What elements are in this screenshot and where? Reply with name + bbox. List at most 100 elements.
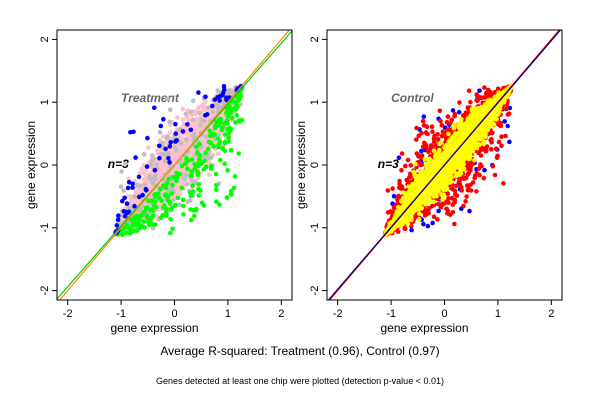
data-point: [479, 147, 484, 152]
data-point: [446, 114, 451, 119]
data-point: [426, 224, 431, 229]
data-point: [189, 218, 194, 223]
data-point: [154, 162, 159, 167]
data-point: [181, 198, 186, 203]
data-point: [473, 174, 478, 179]
y-tick-label: -1: [309, 223, 321, 233]
data-point: [130, 223, 135, 228]
data-point: [157, 196, 162, 201]
data-point: [397, 182, 402, 187]
data-point: [203, 151, 208, 156]
data-point: [132, 217, 137, 222]
data-point: [168, 231, 173, 236]
data-point: [185, 182, 190, 187]
data-point: [477, 166, 482, 171]
data-point: [433, 144, 438, 149]
data-point: [193, 166, 198, 171]
data-point: [474, 189, 479, 194]
data-point: [142, 219, 147, 224]
data-point: [503, 134, 508, 139]
data-point: [225, 168, 230, 173]
data-point: [436, 202, 441, 207]
data-point: [195, 162, 200, 167]
data-point: [424, 212, 429, 217]
y-tick-label: 2: [309, 36, 321, 42]
data-point: [159, 124, 164, 129]
data-point: [173, 203, 178, 208]
data-point: [499, 124, 504, 129]
data-point: [422, 114, 427, 119]
data-point: [196, 187, 201, 192]
data-point: [408, 163, 413, 168]
data-point: [175, 115, 180, 120]
data-point: [132, 204, 137, 209]
data-point: [499, 134, 504, 139]
data-point: [419, 131, 424, 136]
data-point: [166, 156, 171, 161]
data-point: [140, 193, 145, 198]
data-point: [199, 104, 204, 109]
data-point: [432, 134, 437, 139]
data-point: [161, 117, 166, 122]
data-point: [115, 223, 120, 228]
data-point: [181, 212, 186, 217]
data-point: [403, 164, 408, 169]
data-point: [208, 155, 213, 160]
data-point: [142, 182, 147, 187]
data-point: [157, 144, 162, 149]
data-point: [190, 173, 195, 178]
x-axis-label: gene expression: [110, 321, 198, 335]
data-point: [190, 157, 195, 162]
y-axis-label: gene expression: [24, 121, 38, 209]
data-point: [174, 148, 179, 153]
data-point: [211, 109, 216, 114]
data-point: [497, 140, 502, 145]
data-point: [165, 181, 170, 186]
data-point: [168, 217, 173, 222]
data-point: [135, 229, 140, 234]
data-point: [146, 146, 151, 151]
data-point: [474, 92, 479, 97]
data-point: [192, 214, 197, 219]
data-point: [234, 113, 239, 118]
data-point: [386, 210, 391, 215]
data-point: [209, 164, 214, 169]
data-point: [171, 198, 176, 203]
data-point: [461, 204, 466, 209]
data-point: [174, 175, 179, 180]
data-point: [452, 200, 457, 205]
data-point: [181, 145, 186, 150]
data-point: [181, 117, 186, 122]
data-point: [166, 177, 171, 182]
data-point: [462, 113, 467, 118]
data-point: [222, 161, 227, 166]
data-point: [142, 177, 147, 182]
y-tick-label: 2: [39, 36, 51, 42]
data-point: [452, 114, 457, 119]
data-point: [119, 169, 124, 174]
data-point: [422, 141, 427, 146]
data-point: [142, 152, 147, 157]
data-point: [477, 89, 482, 94]
data-point: [223, 149, 228, 154]
data-point: [133, 155, 138, 160]
data-point: [483, 149, 488, 154]
data-point: [135, 191, 140, 196]
data-point: [421, 222, 426, 227]
data-point: [185, 122, 190, 127]
data-point: [173, 122, 178, 127]
data-point: [421, 119, 426, 124]
data-point: [189, 110, 194, 115]
data-point: [168, 130, 173, 135]
data-point: [163, 147, 168, 152]
data-point: [174, 131, 179, 136]
data-point: [478, 162, 483, 167]
data-point: [128, 130, 133, 135]
data-point: [191, 189, 196, 194]
data-point: [481, 95, 486, 100]
data-point: [491, 164, 496, 169]
data-point: [406, 158, 411, 163]
data-point: [459, 185, 464, 190]
data-point: [482, 168, 487, 173]
